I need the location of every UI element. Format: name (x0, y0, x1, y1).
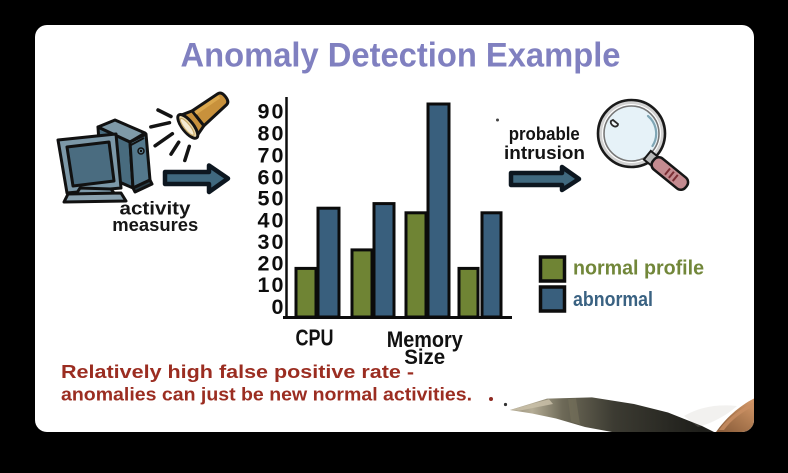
svg-text:0: 0 (272, 295, 284, 319)
svg-text:abnormal: abnormal (573, 289, 653, 311)
svg-text:Memory: Memory (387, 327, 464, 352)
svg-text:normal profile: normal profile (573, 258, 704, 280)
svg-text:Anomaly Detection Example: Anomaly Detection Example (181, 37, 621, 75)
svg-text:activity: activity (120, 199, 191, 219)
svg-text:intrusion: intrusion (504, 143, 585, 163)
svg-text:Relatively high false positive: Relatively high false positive rate - (61, 362, 414, 382)
svg-text:probable: probable (509, 124, 580, 144)
svg-text:Size: Size (404, 346, 445, 369)
svg-text:measures: measures (112, 215, 198, 235)
svg-text:anomalies can just be new norm: anomalies can just be new normal activit… (61, 385, 472, 405)
svg-text:CPU: CPU (296, 325, 334, 351)
